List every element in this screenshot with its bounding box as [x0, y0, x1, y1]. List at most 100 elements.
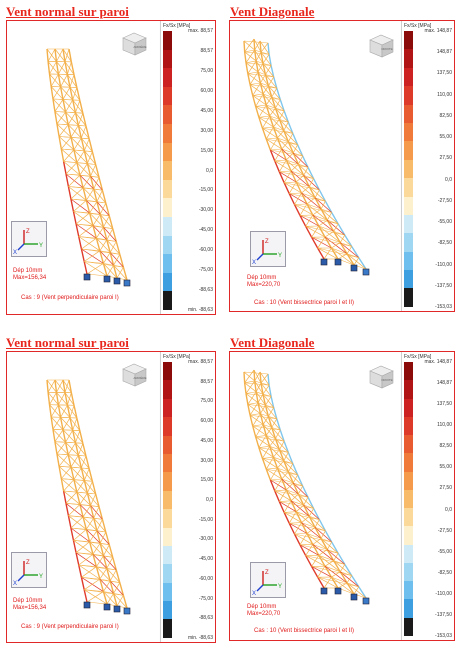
- tower-member: [283, 440, 289, 453]
- view-cube-label: ARRIÈRE: [133, 44, 146, 49]
- tower-member: [85, 200, 91, 214]
- tower-member: [73, 405, 78, 419]
- tower-member: [243, 40, 246, 52]
- panel-3-tower: [46, 379, 131, 615]
- tower-member: [86, 529, 97, 531]
- tower-member: [102, 226, 108, 241]
- tower-member: [92, 225, 104, 228]
- axis-z-label: Z: [265, 239, 269, 245]
- tower-member: [52, 429, 56, 442]
- tower-member: [310, 566, 319, 578]
- tower-member: [54, 99, 64, 112]
- tower-member: [308, 508, 314, 517]
- legend-tick-label: max. 148,87: [424, 359, 452, 365]
- tower-support: [320, 258, 328, 266]
- tower-member: [318, 225, 334, 232]
- tower-member: [275, 99, 281, 109]
- tower-member: [260, 52, 264, 64]
- tower-member: [323, 576, 332, 589]
- panel-3-legend: Fx/Sx [MPa] max. 88,57 88,57 75,00 60,00 45,…: [160, 352, 215, 642]
- tower-member: [258, 117, 289, 123]
- tower-member: [273, 407, 278, 419]
- tower-member: [324, 565, 332, 578]
- tower-member: [70, 61, 75, 75]
- tower-member: [266, 435, 276, 439]
- tower-member: [80, 455, 87, 469]
- panel-1-viewport[interactable]: ARRIÈRE Z Y X Dép 10mm Max=156,34 Cas : …: [7, 21, 159, 314]
- legend-color-swatch: [404, 362, 413, 381]
- legend-tick-label: 27,50: [439, 485, 452, 492]
- tower-member: [83, 261, 88, 275]
- tower-member: [306, 203, 322, 210]
- panel-1-legend: Fx/Sx [MPa] max. 88,57 88,57 75,00 60,00 45,…: [160, 21, 215, 314]
- tower-member: [255, 424, 264, 437]
- tower-member: [247, 402, 259, 405]
- tower-member: [317, 236, 326, 249]
- axis-triad-icon: Z Y X: [252, 570, 282, 597]
- panel-3-viewport[interactable]: ARRIÈRE Z Y X Dép 10mm Max=156,34 Cas : …: [7, 352, 159, 642]
- tower-member: [274, 490, 280, 502]
- tower-member: [85, 529, 91, 542]
- tower-member: [106, 265, 114, 277]
- tower-member: [299, 203, 308, 216]
- tower-member: [86, 591, 104, 603]
- tower-member: [267, 373, 270, 386]
- panel-2-viewport[interactable]: DROITE Z Y X Dép 10mm Max=220,70 Cas : 1…: [230, 21, 400, 311]
- tower-member: [73, 479, 78, 493]
- tower-member: [119, 254, 125, 268]
- tower-member: [62, 161, 67, 175]
- tower-member: [259, 82, 264, 95]
- tower-member: [96, 555, 104, 567]
- tower-member: [305, 555, 345, 565]
- tower-member: [299, 544, 339, 554]
- tower-member: [344, 234, 353, 247]
- tower-member: [84, 261, 124, 268]
- tower-member: [258, 115, 270, 118]
- tower-member: [102, 263, 108, 277]
- legend-tick-label: -27,50: [437, 197, 452, 204]
- tower-member: [268, 115, 275, 128]
- tower-member: [275, 429, 281, 439]
- tower-member: [247, 73, 251, 85]
- tower-member: [51, 86, 77, 88]
- tower-member: [86, 492, 92, 506]
- tower-member: [294, 203, 308, 205]
- tower-member: [262, 458, 293, 464]
- tower-member: [323, 247, 332, 260]
- tower-member: [299, 533, 308, 545]
- tower-member: [73, 529, 87, 541]
- tower-member: [82, 176, 91, 188]
- tower-member: [74, 442, 80, 456]
- tower-member: [245, 393, 249, 405]
- legend-color-swatch: [404, 398, 413, 417]
- tower-member: [47, 61, 51, 75]
- tower-member: [252, 425, 281, 431]
- tower-member: [99, 239, 108, 251]
- legend-tick-label: 82,50: [439, 443, 452, 450]
- tower-member: [358, 586, 367, 599]
- tower-member: [250, 414, 277, 420]
- tower-member: [61, 466, 72, 479]
- tower-member: [102, 555, 108, 569]
- panel-4-viewport[interactable]: DROITE Z Y X Dép 10mm Max=220,70 Cas : 1…: [230, 352, 400, 640]
- tower-member: [346, 246, 352, 254]
- tower-member: [122, 266, 128, 281]
- tower-member: [86, 601, 108, 605]
- tower-member: [289, 192, 302, 194]
- tower-member: [283, 121, 289, 131]
- tower-member: [84, 250, 101, 262]
- tower-member: [72, 417, 78, 431]
- tower-member: [96, 226, 104, 239]
- tower-member: [52, 98, 80, 101]
- tower-member: [297, 493, 305, 506]
- tower-member: [79, 174, 84, 188]
- tower-member: [258, 117, 264, 129]
- tower-member: [265, 396, 272, 406]
- tower-member: [103, 591, 114, 594]
- tower-member: [103, 215, 110, 228]
- panel-3: ARRIÈRE Z Y X Dép 10mm Max=156,34 Cas : …: [6, 351, 216, 643]
- tower-member: [79, 504, 91, 506]
- tower-member: [287, 452, 294, 464]
- tower-member: [278, 171, 285, 183]
- tower-member: [88, 212, 94, 226]
